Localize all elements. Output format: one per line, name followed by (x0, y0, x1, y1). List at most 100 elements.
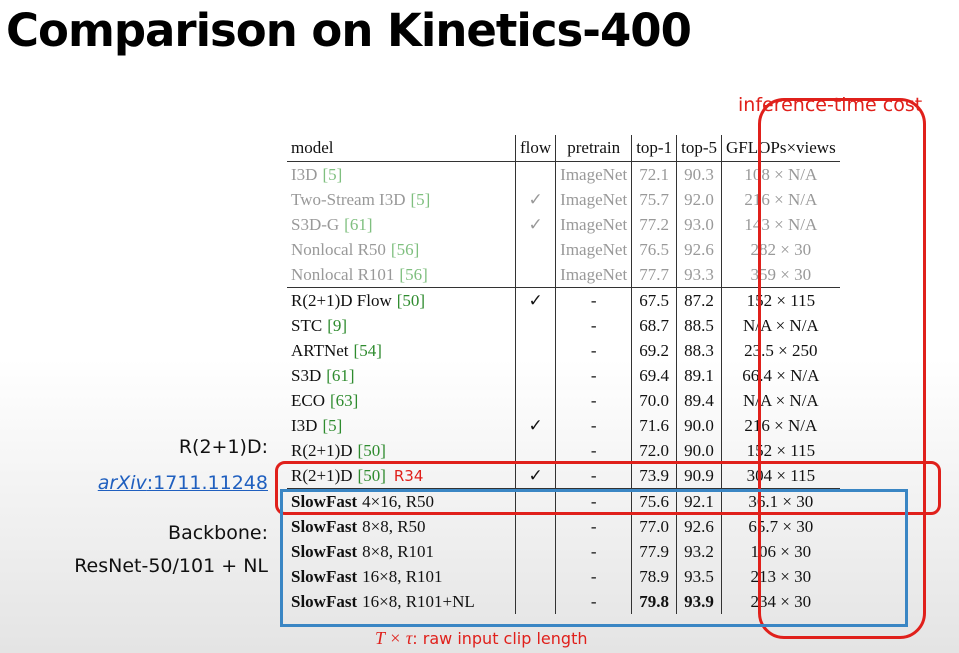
flow-cell (514, 363, 556, 388)
model-name: Nonlocal R101 (291, 264, 395, 284)
column-header: model (287, 135, 516, 162)
cost-cell: 152 × 115 (720, 287, 840, 313)
cost-cell: 216 × N/A (720, 413, 840, 438)
model-cell: SlowFast 16×8, R101+NL (287, 589, 516, 614)
model-config: 4×16, R50 (362, 491, 435, 511)
clip-symbol: T × τ (375, 628, 413, 648)
column-header: GFLOPs×views (720, 135, 840, 162)
table-row: SlowFast 16×8, R101+NL -79.8 93.9 234 × 30 (287, 589, 840, 614)
flow-cell (514, 161, 556, 187)
model-name: Two-Stream I3D (291, 189, 406, 209)
top5-cell: 88.5 (676, 313, 722, 338)
cost-cell: 304 × 115 (720, 463, 840, 489)
slowfast-highlight (280, 489, 908, 627)
model-name: S3D (291, 365, 322, 385)
model-cell: R(2+1)D [50] (287, 438, 516, 463)
pretrain-cell: - (555, 388, 632, 413)
table-row: Nonlocal R50 [56] ImageNet 76.5 92.6 282 × 30 (287, 237, 840, 262)
r21d-highlight (275, 461, 941, 515)
table-row: SlowFast 4×16, R50 -75.6 92.1 36.1 × 30 (287, 488, 840, 514)
top5-cell: 93.5 (676, 564, 722, 589)
top5-cell: 89.1 (676, 363, 722, 388)
model-cell: R(2+1)D [50] R34 (287, 463, 516, 489)
pretrain-cell: - (555, 589, 632, 614)
model-cell: Two-Stream I3D [5] (287, 187, 516, 212)
model-cell: S3D-G [61] (287, 212, 516, 237)
top1-cell: 70.0 (631, 388, 677, 413)
citation: [56] (390, 239, 420, 259)
flow-cell: ✓ (514, 287, 556, 313)
r21d-label: R(2+1)D: (178, 436, 268, 458)
top5-cell: 92.1 (676, 488, 722, 514)
citation: [61] (326, 365, 355, 385)
flow-cell (514, 514, 556, 539)
model-cell: ARTNet [54] (287, 338, 516, 363)
pretrain-cell: ImageNet (555, 212, 632, 237)
table-row: ECO [63] -70.0 89.4 N/A × N/A (287, 388, 840, 413)
clip-text: : raw input clip length (412, 629, 588, 648)
model-cell: I3D [5] (287, 413, 516, 438)
model-name: SlowFast (291, 566, 358, 586)
table-row: R(2+1)D Flow [50] ✓ -67.5 87.2 152 × 115 (287, 287, 840, 313)
results-table: model flow pretrain top-1 top-5 GFLOPs×views I… (287, 135, 840, 614)
citation: [54] (353, 340, 382, 360)
arxiv-id: :1711.11248 (146, 472, 268, 494)
cost-cell: 23.5 × 250 (720, 338, 840, 363)
model-cell: Nonlocal R101 [56] (287, 262, 516, 288)
top1-cell: 69.4 (631, 363, 677, 388)
model-name: R(2+1)D (291, 465, 353, 485)
model-cell: S3D [61] (287, 363, 516, 388)
arxiv-prefix: arXiv (97, 472, 147, 494)
top5-cell: 90.3 (676, 161, 722, 187)
model-cell: I3D [5] (287, 162, 516, 188)
citation: [56] (399, 264, 428, 284)
top1-cell: 77.0 (631, 514, 677, 539)
model-cell: ECO [63] (287, 388, 516, 413)
top1-cell: 77.2 (631, 212, 677, 237)
table-row: SlowFast 8×8, R101 -77.9 93.2 106 × 30 (287, 539, 840, 564)
citation: [50] (357, 440, 386, 460)
cost-cell: 143 × N/A (720, 212, 840, 237)
model-name: I3D (291, 415, 318, 435)
top1-cell: 79.8 (631, 589, 677, 614)
top5-cell: 90.9 (676, 463, 722, 489)
top1-cell: 71.6 (631, 413, 677, 438)
model-name: SlowFast (291, 516, 358, 536)
pretrain-cell: ImageNet (555, 237, 632, 262)
flow-cell (514, 589, 556, 614)
table-row: I3D [5] ✓ -71.6 90.0 216 × N/A (287, 413, 840, 438)
arxiv-link[interactable]: arXiv:1711.11248 (98, 472, 268, 494)
flow-cell (514, 388, 556, 413)
citation: [9] (327, 315, 348, 335)
cost-cell: 216 × N/A (720, 187, 840, 212)
citation: [5] (410, 189, 431, 209)
header-row: model flow pretrain top-1 top-5 GFLOPs×views (287, 135, 840, 162)
flow-cell (514, 338, 556, 363)
top1-cell: 68.7 (631, 313, 677, 338)
flow-cell (514, 237, 556, 262)
pretrain-cell: - (555, 463, 632, 489)
cost-cell: 65.7 × 30 (720, 514, 840, 539)
pretrain-cell: ImageNet (555, 262, 632, 288)
model-cell: Nonlocal R50 [56] (287, 237, 516, 262)
pretrain-cell: - (555, 564, 632, 589)
cost-highlight (758, 98, 926, 639)
pretrain-cell: - (555, 363, 632, 388)
model-name: I3D (291, 164, 318, 184)
cost-cell: 213 × 30 (720, 564, 840, 589)
flow-cell: ✓ (514, 212, 556, 237)
flow-cell (514, 313, 556, 338)
column-header: top-1 (631, 135, 677, 162)
top1-cell: 69.2 (631, 338, 677, 363)
top1-cell: 77.9 (631, 539, 677, 564)
table-row: I3D [5] ImageNet 72.1 90.3 108 × N/A (287, 161, 840, 188)
model-name: R(2+1)D Flow (291, 290, 392, 310)
pretrain-cell: - (555, 539, 632, 564)
top5-cell: 93.0 (676, 212, 722, 237)
column-header: flow (514, 135, 556, 162)
clip-note: T × τ: raw input clip length (375, 628, 587, 649)
pretrain-cell: ImageNet (555, 161, 632, 187)
table-row: S3D [61] -69.4 89.1 66.4 × N/A (287, 363, 840, 388)
flow-cell: ✓ (514, 187, 556, 212)
cost-cell: 282 × 30 (720, 237, 840, 262)
